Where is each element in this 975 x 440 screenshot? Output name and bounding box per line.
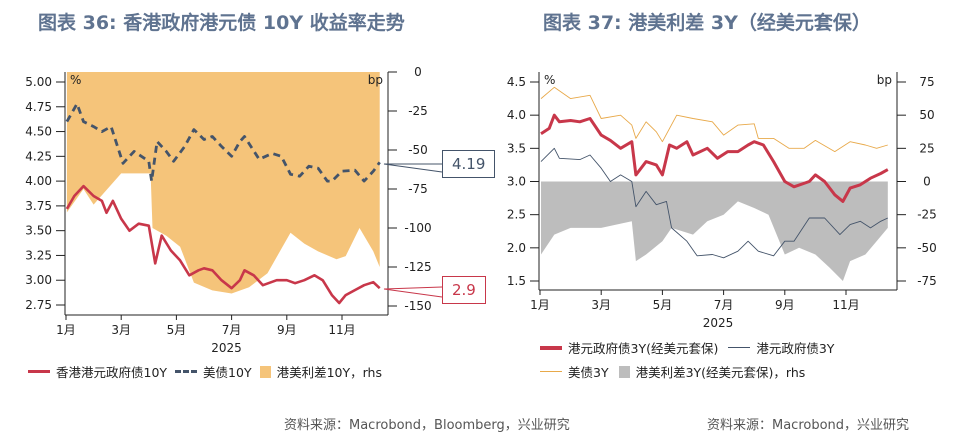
y-tick-label: 3.25 xyxy=(25,248,52,262)
y-tick-label: 3.75 xyxy=(25,199,52,213)
x-tick-label: 3月 xyxy=(591,298,611,312)
legend-swatch-hk10y xyxy=(28,370,50,373)
y-tick-label: 3.00 xyxy=(25,273,52,287)
x-tick-label: 1月 xyxy=(56,323,76,337)
series-3y-thin xyxy=(540,86,888,153)
y-tick-label: 3.5 xyxy=(507,141,526,155)
series-3y-thick xyxy=(540,113,889,203)
chart37-source: 资料来源：Macrobond，兴业研究 xyxy=(707,418,910,433)
y-tick-label: 2.5 xyxy=(507,208,526,222)
legend-spread3y: 港美利差3Y(经美元套保)，rhs xyxy=(635,365,806,380)
y-tick-label: 1.5 xyxy=(507,274,526,288)
x-tick-label: 9月 xyxy=(775,298,795,312)
hk10y-last-callout: 2.9 xyxy=(442,276,486,304)
x-tick-label: 7月 xyxy=(222,323,242,337)
x-axis-title: 2025 xyxy=(703,316,734,330)
y2-tick-label: -50 xyxy=(917,241,937,255)
x-tick-label: 5月 xyxy=(653,298,673,312)
legend-hk3y-hedged: 港元政府债3Y(经美元套保) xyxy=(568,341,719,356)
legend-swatch-spread3y xyxy=(618,365,630,378)
y2-unit-label: bp xyxy=(368,73,383,87)
callout-pointer xyxy=(383,286,443,298)
y2-tick-label: -75 xyxy=(408,182,428,196)
y-tick-label: 3.50 xyxy=(25,224,52,238)
y-tick-label: 2.0 xyxy=(507,241,526,255)
x-tick-label: 3月 xyxy=(111,323,131,337)
y2-tick-label: -75 xyxy=(917,274,937,288)
y2-unit-label: bp xyxy=(877,73,892,87)
y2-tick-label: -25 xyxy=(917,208,937,222)
y-tick-label: 4.25 xyxy=(25,149,52,163)
legend-hk10y: 香港港元政府债10Y xyxy=(56,365,168,380)
y-tick-label: 4.50 xyxy=(25,125,52,139)
series-3yrhs-area xyxy=(541,181,888,281)
callout-pointer xyxy=(383,163,443,173)
chart37: 4.5 4.0 3.5 3.0 2.5 2.0 1.5 75 50 25 0 -25 -50 -75 1月 3… xyxy=(507,72,937,330)
series-10yrhs-area xyxy=(66,72,380,294)
x-tick-label: 7月 xyxy=(714,298,734,312)
y-unit-label: % xyxy=(70,73,81,87)
y-tick-label: 5.00 xyxy=(25,75,52,89)
y-tick-label: 4.5 xyxy=(507,75,526,89)
series-10y-dashed xyxy=(65,102,381,183)
y2-tick-label: -100 xyxy=(404,221,431,235)
y-tick-label: 4.75 xyxy=(25,100,52,114)
chart36-source: 资料来源：Macrobond，Bloomberg，兴业研究 xyxy=(284,418,570,433)
y-tick-label: 4.00 xyxy=(25,174,52,188)
legend-swatch-hk3y xyxy=(728,347,751,348)
y2-tick-label: -125 xyxy=(404,260,431,274)
x-tick-label: 11月 xyxy=(328,323,355,337)
y2-tick-label: 75 xyxy=(919,75,934,89)
chart37-title: 图表 37: 港美利差 3Y（经美元套保） xyxy=(543,12,871,34)
x-tick-label: 9月 xyxy=(277,323,297,337)
legend-swatch-us10y xyxy=(175,370,198,373)
y2-tick-label: -25 xyxy=(408,104,428,118)
chart36: 5.00 4.75 4.50 4.25 4.00 3.75 3.50 3.25 3.00 2.75… xyxy=(25,65,443,355)
y2-tick-label: 0 xyxy=(414,65,422,79)
y2-tick-label: -50 xyxy=(408,143,428,157)
legend-us10y: 美债10Y xyxy=(203,365,252,380)
legend-swatch-us3y xyxy=(540,371,562,372)
y2-tick-label: 25 xyxy=(919,141,934,155)
y2-tick-label: 50 xyxy=(919,108,934,122)
y-unit-label: % xyxy=(544,73,555,87)
y-tick-label: 2.75 xyxy=(25,298,52,312)
chart37-legend-row2: 美债3Y 港美利差3Y(经美元套保)，rhs xyxy=(540,362,805,381)
series-3y-thin xyxy=(540,147,888,259)
legend-swatch-hk3y-hedged xyxy=(540,345,562,350)
chart36-title: 图表 36: 香港政府港元债 10Y 收益率走势 xyxy=(38,12,405,34)
x-axis-title: 2025 xyxy=(211,341,242,355)
y-tick-label: 3.0 xyxy=(507,175,526,189)
x-tick-label: 1月 xyxy=(530,298,550,312)
us10y-last-callout: 4.19 xyxy=(442,150,496,178)
chart36-legend: 香港港元政府债10Y 美债10Y 港美利差10Y，rhs xyxy=(28,362,382,381)
chart37-legend-row1: 港元政府债3Y(经美元套保) 港元政府债3Y xyxy=(540,338,834,357)
y2-tick-label: 0 xyxy=(923,175,931,189)
y-tick-label: 4.0 xyxy=(507,108,526,122)
x-tick-label: 5月 xyxy=(167,323,187,337)
legend-swatch-spread10y xyxy=(259,365,271,378)
legend-us3y: 美债3Y xyxy=(568,365,609,380)
y2-tick-label: -150 xyxy=(404,299,431,313)
series-10y-line xyxy=(65,184,381,305)
legend-spread10y: 港美利差10Y，rhs xyxy=(276,365,382,380)
x-tick-label: 11月 xyxy=(832,298,859,312)
legend-hk3y: 港元政府债3Y xyxy=(756,341,835,356)
